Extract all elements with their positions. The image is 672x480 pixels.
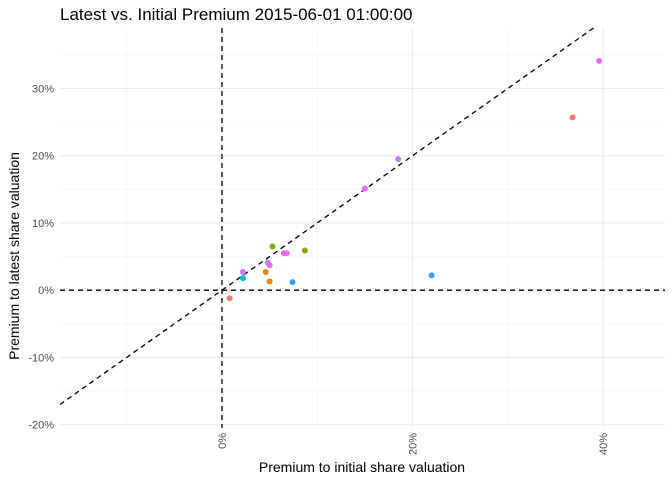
data-point (361, 185, 368, 192)
data-point (239, 269, 246, 276)
minor-gridlines (60, 28, 665, 428)
y-tick-label: 30% (32, 84, 54, 96)
data-point (280, 250, 287, 257)
data-point (289, 279, 296, 286)
data-points (226, 57, 603, 302)
data-point (596, 57, 603, 64)
data-point (266, 262, 273, 269)
data-point (262, 269, 269, 276)
major-gridlines (60, 28, 665, 428)
data-point (226, 295, 233, 302)
x-axis-title: Premium to initial share valuation (259, 459, 465, 475)
y-tick-label: 10% (32, 218, 54, 230)
x-axis-ticks: 0% 20% 40% (217, 433, 610, 455)
y-tick-label: 20% (32, 151, 54, 163)
data-point (395, 156, 402, 163)
y-axis-ticks: -20% -10% 0% 10% 20% 30% (28, 84, 54, 432)
x-tick-label: 40% (598, 433, 610, 455)
y-axis-title: Premium to latest share valuation (6, 152, 22, 360)
x-tick-label: 0% (217, 433, 229, 449)
identity-diagonal-line (59, 27, 594, 406)
data-point (269, 243, 276, 250)
data-point (428, 272, 435, 279)
data-point (266, 278, 273, 285)
reference-lines (59, 27, 665, 428)
y-tick-label: -10% (28, 352, 54, 364)
data-point (301, 247, 308, 254)
y-tick-label: 0% (38, 285, 54, 297)
data-point (569, 114, 576, 121)
data-point (239, 275, 246, 282)
chart-title: Latest vs. Initial Premium 2015-06-01 01… (60, 5, 412, 24)
x-tick-label: 20% (408, 433, 420, 455)
y-tick-label: -20% (28, 420, 54, 432)
